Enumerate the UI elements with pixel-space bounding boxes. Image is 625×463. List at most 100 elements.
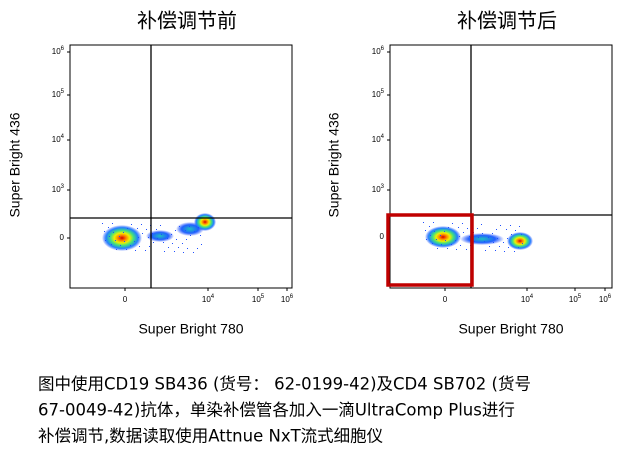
event-dot [138,237,139,238]
tick-base: 10 [372,47,381,56]
event-dot [455,240,456,241]
plot-frame [69,44,293,289]
event-dot [198,227,199,228]
tick-label: 0 [60,233,65,242]
tick-exponent: 4 [530,294,534,300]
event-dot [120,245,121,246]
event-dot [519,226,520,227]
tick-label: 105 [252,294,265,305]
event-dot [123,232,124,233]
event-dot [447,248,448,249]
event-dot [518,247,519,248]
event-dot [113,232,114,233]
event-dot [521,234,522,235]
event-dot [440,235,441,236]
event-dot [171,234,172,235]
panel-title: 补偿调节前 [137,9,237,33]
density-cloud [507,232,533,250]
event-dot [186,239,187,240]
event-dot [496,229,497,230]
tick-label: 106 [281,294,294,305]
caption-line: 补偿调节,数据读取使用Attnue NxT流式细胞仪 [38,427,383,446]
event-dot [116,249,117,250]
event-dot [126,249,127,250]
event-dot [481,224,482,225]
tick-exponent: 4 [61,134,65,140]
event-dot [436,239,437,240]
event-dot [201,244,202,245]
event-dot [503,242,504,243]
event-dot [190,235,191,236]
tick-label: 106 [52,46,65,57]
tick-base: 10 [52,135,61,144]
event-dot [484,241,485,242]
plot-frame [389,44,613,289]
event-dot [506,229,507,230]
event-dot [462,223,463,224]
event-dot [185,230,186,231]
tick-exponent: 5 [381,89,385,95]
tick-exponent: 6 [381,46,385,52]
density-cloud [146,230,174,242]
event-dot [437,248,438,249]
tick-label: 0 [443,295,448,304]
event-dot [514,251,515,252]
event-dot [429,226,430,227]
tick-label: 103 [372,184,385,195]
tick-exponent: 5 [61,89,65,95]
event-dot [434,231,435,232]
event-dot [197,248,198,249]
x-axis-label: Super Bright 780 [138,321,243,337]
event-dot [142,233,143,234]
event-dot [156,229,157,230]
tick-exponent: 3 [381,184,385,190]
event-dot [456,249,457,250]
tick-label: 103 [52,184,65,195]
tick-exponent: 5 [261,294,265,300]
event-dot [137,228,138,229]
event-dot [200,235,201,236]
tick-exponent: 4 [211,294,215,300]
tick-base: 0 [123,295,128,304]
highlight-box [386,213,474,287]
tick-label: 104 [52,134,65,145]
tick-label: 104 [521,294,534,305]
event-dot [485,250,486,251]
tick-base: 0 [60,233,65,242]
event-dot [474,241,475,242]
tick-base: 10 [372,135,381,144]
event-dot [178,247,179,248]
event-dot [124,241,125,242]
tick-exponent: 6 [290,294,294,300]
event-dot [458,227,459,228]
event-dot [141,224,142,225]
event-dot [507,238,508,239]
event-dot [423,222,424,223]
event-dot [149,246,150,247]
tick-base: 10 [569,295,578,304]
event-dot [425,230,426,231]
event-dot [111,244,112,245]
event-dot [160,225,161,226]
event-dot [499,246,500,247]
event-dot [172,243,173,244]
event-dot [460,245,461,246]
tick-exponent: 3 [61,184,65,190]
event-dot [451,244,452,245]
event-dot [175,230,176,231]
tick-label: 0 [123,295,128,304]
tick-label: 106 [599,294,612,305]
event-dot [466,249,467,250]
tick-exponent: 5 [578,294,582,300]
event-dot [500,225,501,226]
caption-line: 图中使用CD19 SB436 (货号： 62-0199-42)及CD4 SB70… [38,375,531,394]
x-axis-label: Super Bright 780 [458,321,563,337]
event-dot [168,247,169,248]
event-dot [167,238,168,239]
event-dot [104,231,105,232]
event-dot [189,226,190,227]
event-dot [194,231,195,232]
event-dot [430,235,431,236]
event-dot [510,225,511,226]
tick-exponent: 6 [61,46,65,52]
